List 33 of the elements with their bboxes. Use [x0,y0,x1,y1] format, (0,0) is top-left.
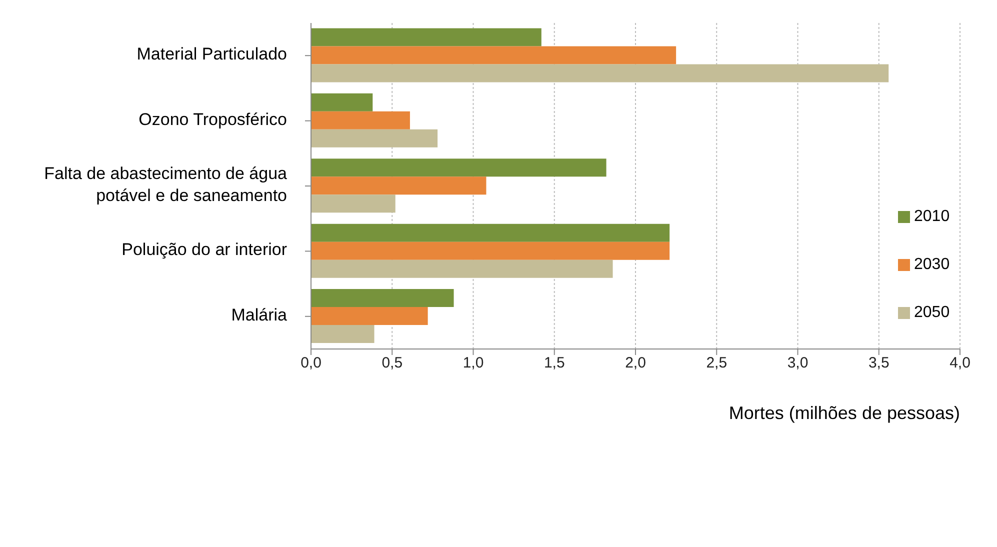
bar [311,129,438,148]
x-tick-label: 0,0 [300,354,322,372]
y-tick-label: Ozono Troposférico [138,110,287,130]
bar [311,158,606,177]
bar [311,260,613,278]
bar [311,224,670,242]
bar [311,307,428,326]
x-tick-label: 3,0 [787,354,808,372]
bar [311,46,676,64]
legend-label: 2050 [914,304,950,322]
x-tick-label: 2,0 [625,354,646,372]
legend-label: 2010 [914,208,950,226]
bar [311,111,410,130]
x-tick-label: 2,5 [706,354,728,372]
y-tick-label: Falta de abastecimento de água potável e de saneamento [44,164,288,206]
bar [311,325,374,344]
bar [311,242,670,260]
bar [311,194,396,213]
bar [311,64,889,82]
x-axis-title: Mortes (milhões de pessoas) [728,403,960,423]
bar [311,176,486,195]
y-tick-label: Malária [231,306,288,325]
x-tick-label: 3,5 [868,354,890,372]
x-tick-label: 1,5 [544,354,565,372]
y-tick-label: Material Particulado [136,45,287,64]
bar [311,289,454,308]
x-tick-label: 4,0 [950,354,970,372]
y-tick-label: Poluição do ar interior [122,240,288,260]
legend-label: 2030 [914,256,950,274]
x-tick-label: 0,5 [382,354,403,372]
x-tick-label: 1,0 [462,354,484,372]
bar [311,93,373,112]
bar [311,28,542,46]
